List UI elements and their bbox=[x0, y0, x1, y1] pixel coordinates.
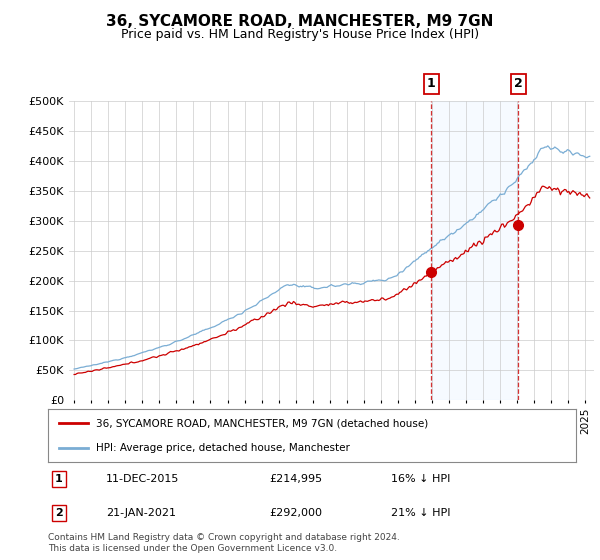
Text: 2: 2 bbox=[514, 77, 523, 91]
Text: Contains HM Land Registry data © Crown copyright and database right 2024.
This d: Contains HM Land Registry data © Crown c… bbox=[48, 533, 400, 553]
Text: £214,995: £214,995 bbox=[270, 474, 323, 484]
Text: 1: 1 bbox=[427, 77, 436, 91]
Text: 36, SYCAMORE ROAD, MANCHESTER, M9 7GN (detached house): 36, SYCAMORE ROAD, MANCHESTER, M9 7GN (d… bbox=[95, 418, 428, 428]
Text: HPI: Average price, detached house, Manchester: HPI: Average price, detached house, Manc… bbox=[95, 442, 349, 452]
Bar bbox=[431, 101, 518, 400]
Text: 2: 2 bbox=[55, 508, 62, 518]
Text: 21-JAN-2021: 21-JAN-2021 bbox=[106, 508, 176, 518]
Text: 16% ↓ HPI: 16% ↓ HPI bbox=[391, 474, 451, 484]
Text: 36, SYCAMORE ROAD, MANCHESTER, M9 7GN: 36, SYCAMORE ROAD, MANCHESTER, M9 7GN bbox=[106, 14, 494, 29]
Text: Price paid vs. HM Land Registry's House Price Index (HPI): Price paid vs. HM Land Registry's House … bbox=[121, 28, 479, 41]
Text: 1: 1 bbox=[55, 474, 62, 484]
Text: £292,000: £292,000 bbox=[270, 508, 323, 518]
Text: 21% ↓ HPI: 21% ↓ HPI bbox=[391, 508, 451, 518]
Text: 11-DEC-2015: 11-DEC-2015 bbox=[106, 474, 179, 484]
